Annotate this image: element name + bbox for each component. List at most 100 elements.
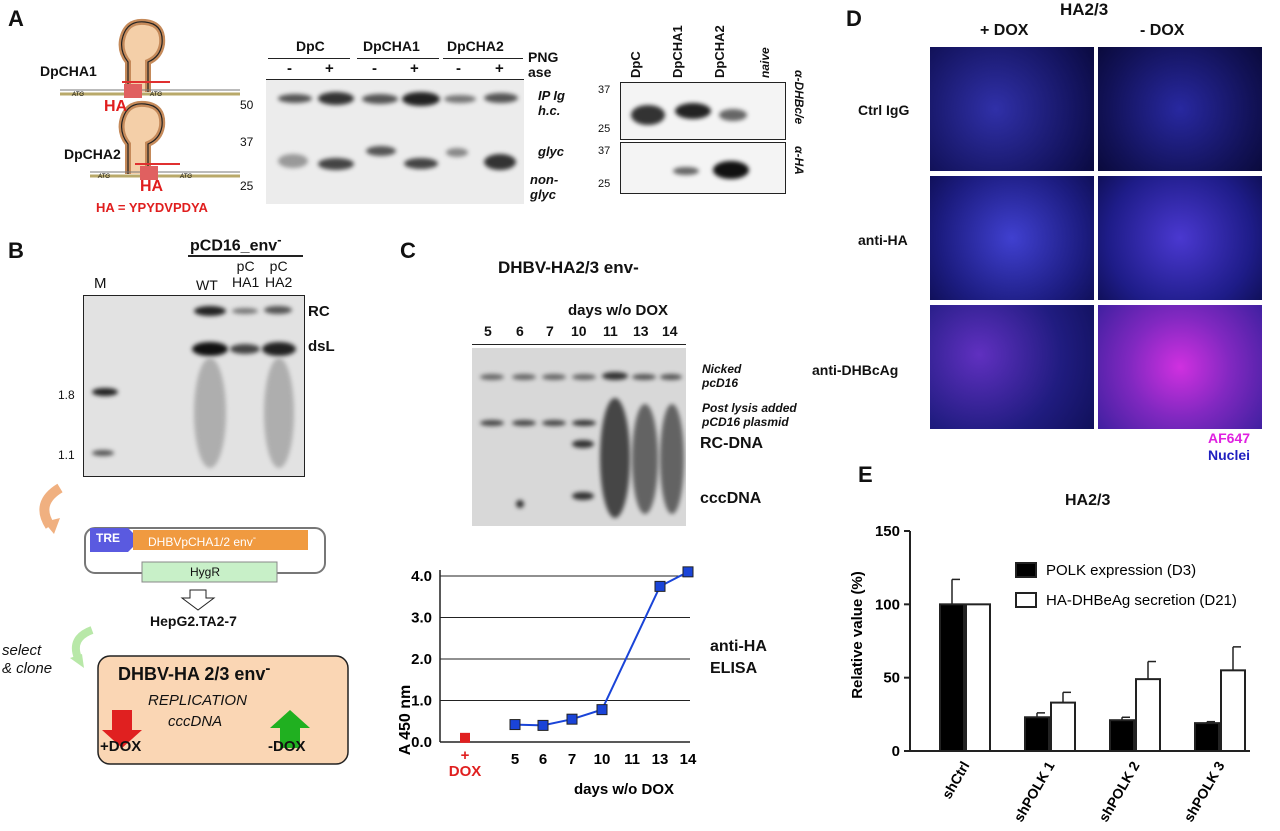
blot1-sign-5: - xyxy=(456,60,461,77)
blot2-col-dpc: DpC xyxy=(628,51,643,78)
y-tick-label: 4.0 xyxy=(411,568,432,585)
x-tick-dox-plus: + xyxy=(461,747,470,764)
x-tick-label: 11 xyxy=(624,751,640,768)
construct1-label: DpCHA1 xyxy=(40,63,97,79)
blot1-mw-37: 37 xyxy=(240,135,254,149)
antibody-dhbce: α-DHBc/e xyxy=(792,70,806,125)
data-point xyxy=(566,713,578,725)
blot2-mw-37a: 37 xyxy=(598,84,611,96)
blot2-col-dpcha1: DpCHA1 xyxy=(670,25,685,78)
micro-ha-plus xyxy=(929,175,1095,301)
blot1-mw-50: 50 xyxy=(240,98,254,112)
blot1-line-2 xyxy=(357,58,439,59)
x-tick-label: 10 xyxy=(594,751,611,768)
blot1-sign-1: - xyxy=(287,60,292,77)
cloning-schematic xyxy=(39,483,349,765)
y-tick-label: 50 xyxy=(883,670,900,687)
dsl-label: dsL xyxy=(308,338,335,355)
atg-2: ATG xyxy=(149,92,162,98)
x-tick-label: 13 xyxy=(652,751,669,768)
hygr-label: HygR xyxy=(190,565,221,579)
ha-sequence: HA = YPYDVPDYA xyxy=(96,200,208,215)
x-tick-label: 5 xyxy=(511,751,519,768)
blot1-top-line xyxy=(266,79,524,80)
antibody-ha: α-HA xyxy=(792,146,806,175)
panel-d-letter: D xyxy=(846,6,862,31)
blot1-sign-3: - xyxy=(372,60,377,77)
mw-1-1: 1.1 xyxy=(58,448,75,462)
bar xyxy=(939,603,965,753)
data-point-dox xyxy=(460,732,470,743)
data-point xyxy=(537,719,549,731)
x-tick-dox: DOX xyxy=(449,763,482,780)
x-tick-label: shPOLK 3 xyxy=(1180,758,1227,824)
row-anti-ha: anti-HA xyxy=(858,232,908,248)
data-point xyxy=(509,719,521,731)
x-tick-label: shPOLK 1 xyxy=(1010,758,1057,824)
panel-e-title: HA2/3 xyxy=(1065,492,1111,509)
blot2-upper-image xyxy=(620,82,786,140)
blot2-col-dpcha2: DpCHA2 xyxy=(712,25,727,78)
line-chart-xlabel: days w/o DOX xyxy=(574,781,674,798)
ip-ig-label: IP Ig h.c. xyxy=(538,88,565,118)
x-tick-label: shPOLK 2 xyxy=(1095,758,1142,824)
southern-blot-c xyxy=(472,348,686,526)
cccdna-box-label: cccDNA xyxy=(168,713,223,730)
y-tick-label: 0 xyxy=(892,743,900,760)
blot1-col-dpcha1: DpCHA1 xyxy=(363,38,420,54)
day-10: 10 xyxy=(571,323,587,339)
legend-label: POLK expression (D3) xyxy=(1046,562,1196,579)
elisa-label: anti-HA ELISA xyxy=(710,638,767,677)
panel-b-header-line xyxy=(188,255,303,257)
atg-1: ATG xyxy=(71,92,84,98)
lane-pcha2: pC HA2 xyxy=(265,258,293,290)
col-minus-dox: - DOX xyxy=(1140,22,1185,39)
days-header: days w/o DOX xyxy=(568,302,669,319)
y-tick-label: 0.0 xyxy=(411,734,432,751)
data-point xyxy=(682,566,694,578)
panel-b-header: pCD16_env- xyxy=(190,232,282,255)
cccdna-label: cccDNA xyxy=(700,490,762,507)
southern-blot-b xyxy=(83,295,305,477)
y-tick-label: 3.0 xyxy=(411,610,432,627)
construct2-label: DpCHA2 xyxy=(64,146,121,162)
png-ase-label: PNG ase xyxy=(528,49,559,80)
bar xyxy=(1220,669,1246,752)
row-ctrl-igg: Ctrl IgG xyxy=(858,102,910,118)
panel-e-letter: E xyxy=(858,462,873,487)
panel-c-title: DHBV-HA2/3 env- xyxy=(498,258,639,277)
minus-dox-label: -DOX xyxy=(268,738,306,755)
micro-ctrl-minus xyxy=(1097,46,1263,172)
day-6: 6 xyxy=(516,323,524,339)
atg-4: ATG xyxy=(179,174,192,180)
tre-label: TRE xyxy=(96,531,120,545)
series-line xyxy=(514,570,689,727)
blot1-image xyxy=(266,80,524,204)
ha-label-1: HA xyxy=(104,98,128,115)
col-plus-dox: + DOX xyxy=(980,22,1029,39)
blot1-col-dpc: DpC xyxy=(296,38,325,54)
legend-swatch xyxy=(1015,592,1037,608)
cell-line-label: HepG2.TA2-7 xyxy=(150,613,237,629)
ha-label-2: HA xyxy=(140,178,164,195)
bar xyxy=(1024,716,1050,752)
legend-label: HA-DHBeAg secretion (D21) xyxy=(1046,592,1237,609)
blot1-line-3 xyxy=(443,58,523,59)
rcdna-label: RC-DNA xyxy=(700,435,764,452)
micro-dhbcag-minus xyxy=(1097,304,1263,430)
nonglyc-label: non-glyc xyxy=(530,172,559,202)
blot1-sign-4: + xyxy=(410,60,419,77)
data-point xyxy=(596,704,608,716)
blot2-mw-25a: 25 xyxy=(598,123,611,135)
y-tick-label: 150 xyxy=(875,523,900,540)
bar xyxy=(1135,678,1161,752)
micro-dhbcag-plus xyxy=(929,304,1095,430)
bar xyxy=(965,603,991,753)
y-tick-label: 1.0 xyxy=(411,693,432,710)
x-tick-label: 14 xyxy=(680,751,697,768)
glyc-label: glyc xyxy=(538,144,565,159)
data-point xyxy=(654,580,666,592)
bar xyxy=(1050,701,1076,753)
panel-b-letter: B xyxy=(8,238,24,263)
mw-1-8: 1.8 xyxy=(58,388,75,402)
